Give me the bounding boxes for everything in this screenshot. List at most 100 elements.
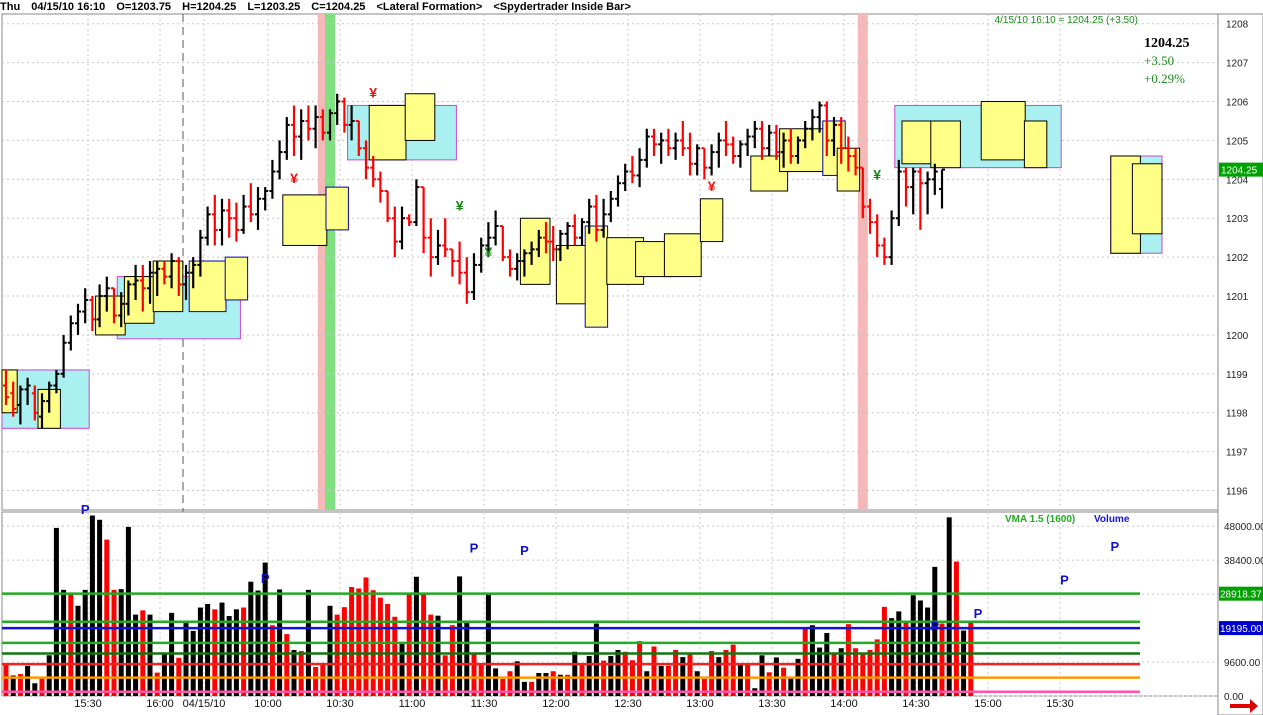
price-bar <box>399 206 405 250</box>
price-panel: ¥ ¥ ¥ ¥ ¥ ¥ <box>1 13 1219 696</box>
price-tick-label: 1204 <box>1226 175 1249 186</box>
volume-bar <box>903 621 909 696</box>
price-tick-label: 1200 <box>1226 331 1249 342</box>
volume-bar <box>327 605 333 696</box>
price-bar <box>82 288 89 324</box>
volume-bar <box>104 539 110 696</box>
volume-bar <box>737 664 743 696</box>
title-study-insidebar: <Spydertrader Inside Bar> <box>493 1 631 13</box>
inside-bar-box <box>404 93 436 141</box>
volume-bar <box>644 671 650 696</box>
volume-bar <box>428 614 434 696</box>
volume-bar <box>845 624 851 696</box>
price-tick-label: 1205 <box>1226 136 1249 147</box>
price-bar <box>730 136 737 164</box>
title-day: Thu <box>0 1 21 13</box>
volume-bar <box>766 672 772 696</box>
volume-bar <box>334 614 340 696</box>
price-bar <box>586 198 593 234</box>
inside-bar-box <box>282 194 328 246</box>
price-bar <box>39 393 45 429</box>
price-bar <box>46 381 53 413</box>
volume-bar <box>226 616 232 696</box>
price-bar <box>175 257 182 297</box>
volume-bar <box>860 653 866 696</box>
price-bar <box>478 237 485 273</box>
p-marker: P <box>261 571 270 586</box>
price-bar <box>463 257 470 304</box>
price-bar <box>507 249 513 277</box>
price-bar <box>255 187 261 230</box>
price-bar <box>190 257 197 289</box>
quote-change: +3.50 <box>1144 53 1174 68</box>
price-tick-label: 1198 <box>1226 409 1248 420</box>
volume-bar <box>435 615 441 696</box>
volume-panel: P P P P P P P P <box>1 502 1219 697</box>
axes: 1208 1207 1206 1205 1204 1203 1202 1201 1200 1199… <box>74 13 1263 715</box>
volume-bar <box>507 671 513 696</box>
price-bar <box>17 385 24 425</box>
price-bar <box>751 120 758 149</box>
price-bar <box>204 206 211 246</box>
volume-bar <box>183 621 189 696</box>
volume-bar <box>392 616 398 696</box>
price-bar <box>319 109 326 141</box>
volume-bar <box>205 604 211 696</box>
volume-bar <box>406 594 412 696</box>
signal-mark: ¥ <box>873 166 881 182</box>
volume-bar <box>809 625 815 696</box>
volume-bar <box>75 605 81 696</box>
price-bar <box>845 136 852 172</box>
price-bar <box>269 159 276 199</box>
time-tick-label: 12:00 <box>542 698 570 710</box>
volume-bar <box>939 623 945 696</box>
price-bar <box>298 109 305 160</box>
labels: 4/15/10 16:10 = 1204.25 (+3.50) 1204.25 … <box>995 15 1190 525</box>
price-bar <box>701 147 708 180</box>
price-bar <box>607 191 614 223</box>
volume-bar <box>89 515 95 696</box>
volume-bar <box>313 666 319 696</box>
p-marker: P <box>1110 539 1119 554</box>
volume-bar <box>521 681 527 696</box>
time-tick-label: 16:00 <box>146 698 174 710</box>
inside-bar-box <box>930 120 961 169</box>
price-bar <box>197 229 204 277</box>
volume-bar <box>968 621 974 696</box>
price-bar <box>499 225 506 262</box>
price-bar <box>816 101 823 133</box>
volume-bar <box>910 595 916 696</box>
price-bar <box>211 194 218 246</box>
time-tick-label: 10:00 <box>254 698 282 710</box>
price-bar <box>132 264 139 300</box>
volume-bar <box>68 594 74 696</box>
price-bar <box>543 222 549 254</box>
price-bar <box>694 144 701 176</box>
price-bar <box>888 210 895 265</box>
price-bar <box>852 148 859 176</box>
volume-bar <box>557 674 563 696</box>
price-bar <box>859 166 866 219</box>
price-bar <box>831 117 837 156</box>
title-open: O=1203.75 <box>116 1 172 13</box>
price-bar <box>31 385 38 421</box>
price-bar <box>521 249 528 277</box>
inside-bar-box <box>368 104 407 161</box>
volume-bar <box>687 654 693 696</box>
scroll-right-arrow-icon <box>1230 699 1258 713</box>
price-bar <box>247 183 254 223</box>
price-bar <box>651 128 657 156</box>
volume-bar <box>593 623 599 696</box>
vma-lower-tag <box>1219 621 1263 636</box>
price-tick-label: 1206 <box>1226 98 1249 109</box>
price-bar <box>823 101 830 156</box>
price-bar <box>881 237 888 265</box>
title-close: C=1204.25 <box>311 1 366 13</box>
price-bar <box>557 229 564 262</box>
price-bar <box>802 120 809 149</box>
signal-mark: ¥ <box>708 178 716 194</box>
price-bar <box>240 194 247 234</box>
price-bar <box>910 167 917 215</box>
price-bar <box>291 105 297 156</box>
